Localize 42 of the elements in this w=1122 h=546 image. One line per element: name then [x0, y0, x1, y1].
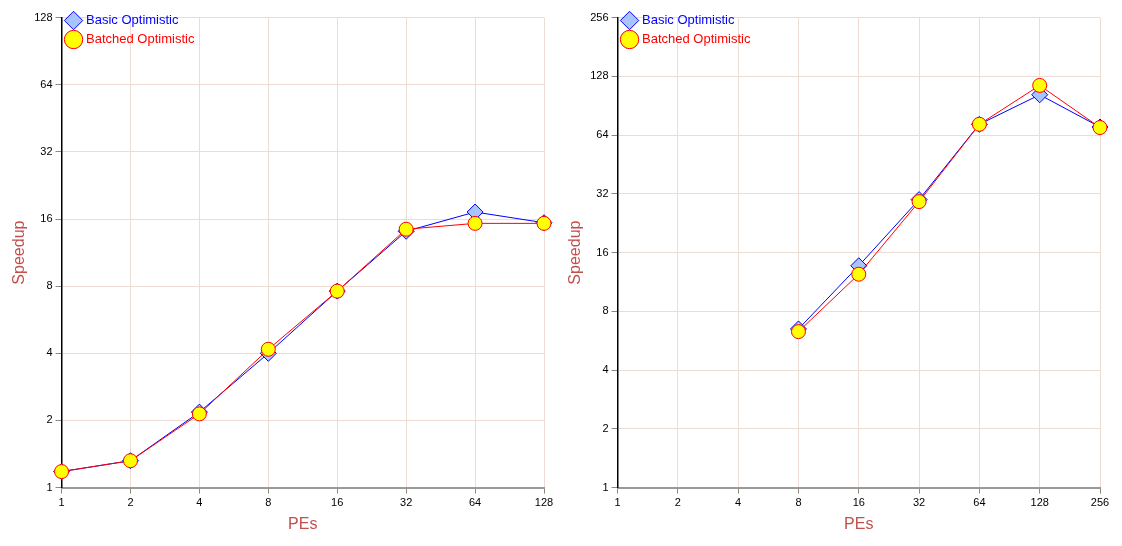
- y-tick-label: 1: [602, 480, 609, 493]
- y-tick-label: 4: [46, 346, 53, 359]
- x-tick-label: 8: [265, 496, 272, 509]
- y-tick-label: 8: [46, 279, 53, 292]
- y-tick-label: 32: [40, 144, 53, 157]
- y-tick-label: 64: [40, 77, 53, 90]
- x-axis-title: PEs: [844, 514, 874, 532]
- legend-label: Basic Optimistic: [86, 12, 180, 28]
- x-tick-label: 32: [912, 496, 926, 509]
- x-tick-label: 128: [534, 496, 554, 509]
- legend-label: Basic Optimistic: [642, 12, 736, 28]
- y-axis-title: Speedup: [10, 220, 28, 285]
- x-tick-label: 256: [1090, 496, 1110, 509]
- y-tick-label: 8: [602, 304, 609, 317]
- x-tick-label: 2: [674, 496, 681, 509]
- x-tick-label: 16: [331, 496, 344, 509]
- y-tick-label: 128: [34, 10, 53, 23]
- x-tick-label: 4: [735, 496, 742, 509]
- y-tick-label: 128: [590, 69, 609, 82]
- y-tick-label: 256: [590, 10, 609, 23]
- y-tick-label: 64: [596, 128, 609, 141]
- x-tick-label: 1: [614, 496, 621, 509]
- x-tick-label: 64: [468, 496, 482, 509]
- x-axis-title: PEs: [288, 514, 318, 532]
- x-tick-label: 1: [58, 496, 65, 509]
- y-tick-label: 4: [602, 363, 609, 376]
- x-tick-label: 8: [795, 496, 802, 509]
- y-axis-title: Speedup: [566, 220, 584, 285]
- x-tick-label: 128: [1030, 496, 1049, 509]
- x-tick-label: 32: [400, 496, 413, 509]
- y-tick-label: 16: [40, 212, 53, 225]
- x-tick-label: 2: [127, 496, 134, 509]
- x-tick-label: 4: [196, 496, 203, 509]
- legend-label: Batched Optimistic: [86, 31, 195, 47]
- y-tick-label: 2: [46, 413, 53, 426]
- y-tick-label: 1: [46, 480, 53, 493]
- y-tick-label: 32: [596, 186, 609, 199]
- y-tick-label: 2: [602, 421, 609, 434]
- y-tick-label: 16: [596, 245, 609, 258]
- x-tick-label: 16: [852, 496, 865, 509]
- x-tick-label: 64: [973, 496, 986, 509]
- legend-label: Batched Optimistic: [642, 31, 751, 47]
